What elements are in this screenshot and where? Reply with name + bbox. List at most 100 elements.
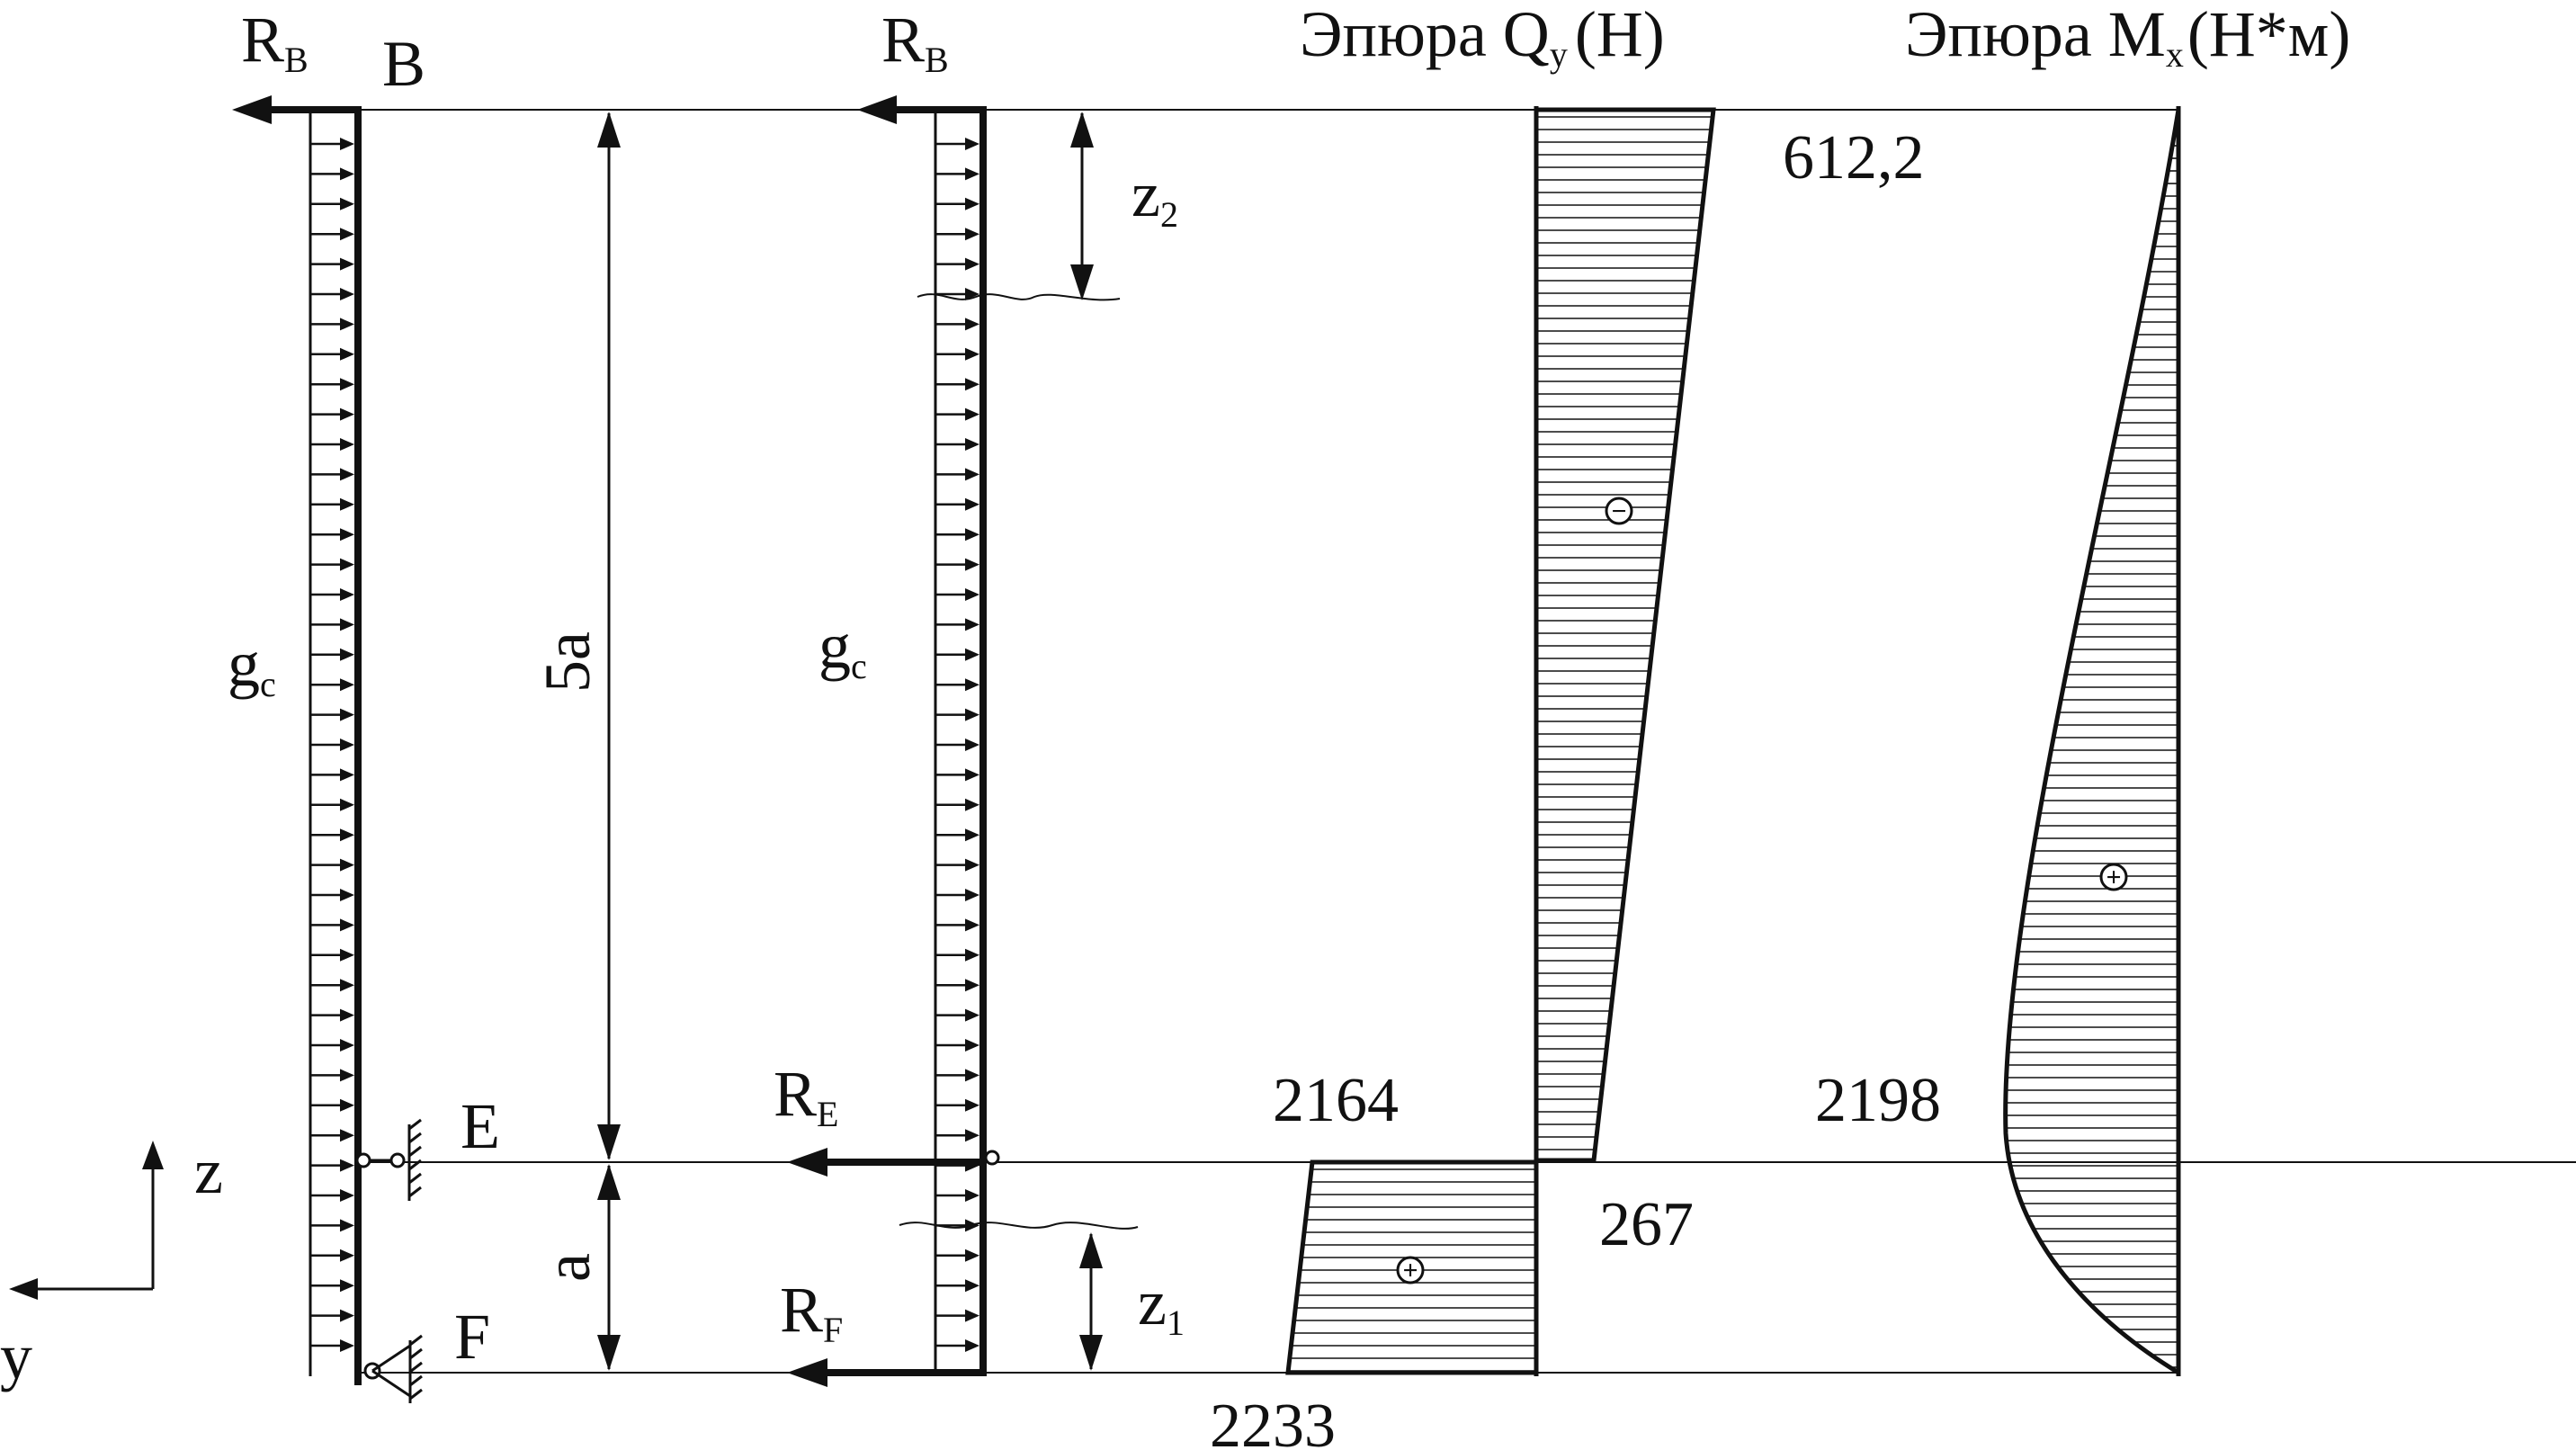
- m-diagram: [2003, 106, 2181, 1376]
- load-arrow-head: [340, 1309, 354, 1322]
- q-value-mid-right: 267: [1599, 1190, 1694, 1259]
- load-arrow-head: [965, 858, 979, 872]
- load-arrow-head: [965, 1309, 979, 1322]
- load-arrow-head: [340, 228, 354, 241]
- section-z1: [899, 1222, 1139, 1371]
- reaction-rf-arrow: [787, 1358, 983, 1387]
- load-arrow-head: [340, 138, 354, 150]
- load-arrow-head: [340, 528, 354, 542]
- load-arrow-head: [340, 378, 354, 391]
- q-value-mid-left: 2164: [1273, 1066, 1399, 1135]
- load-arrow-head: [340, 1249, 354, 1262]
- dimension-a: [597, 1164, 621, 1371]
- load-arrow-head: [340, 318, 354, 331]
- load-arrow-head: [965, 678, 979, 692]
- load-arrow-head: [340, 468, 354, 481]
- load-arrow-head: [965, 918, 979, 932]
- load-arrow-head: [340, 347, 354, 361]
- load-arrow-head: [340, 1069, 354, 1082]
- support-f: [363, 1334, 423, 1403]
- label-load-left: gc: [228, 628, 276, 704]
- load-arrow-head: [340, 738, 354, 751]
- load-arrow-head: [340, 979, 354, 992]
- label-rb-middle: RB: [881, 4, 949, 80]
- load-arrow-head: [340, 648, 354, 661]
- load-arrow-head: [340, 948, 354, 962]
- support-e: [355, 1118, 422, 1201]
- q-diagram-hatching: [1288, 116, 1713, 1372]
- load-arrow-head: [340, 889, 354, 901]
- load-arrow-head: [965, 1069, 979, 1082]
- load-arrow-head: [965, 497, 979, 511]
- load-arrow-head: [965, 257, 979, 271]
- load-arrow-head: [340, 768, 354, 782]
- coordinate-axes: [9, 1141, 164, 1300]
- load-arrow-head: [965, 1039, 979, 1052]
- load-arrow-head: [965, 468, 979, 481]
- load-arrow-head: [965, 1129, 979, 1142]
- m-diagram-curve: [2003, 109, 2181, 1375]
- m-diagram-hatching: [2005, 120, 2178, 1368]
- q-value-top: 612,2: [1783, 123, 1925, 192]
- label-point-f: F: [454, 1301, 490, 1373]
- dimension-5a: [597, 112, 621, 1160]
- load-arrow-head: [340, 678, 354, 692]
- q-value-bottom: 2233: [1210, 1392, 1336, 1450]
- load-arrow-head: [340, 1279, 354, 1293]
- q-sign-upper: −: [1605, 497, 1633, 526]
- label-z2: z2: [1131, 158, 1178, 235]
- load-arrow-head: [965, 588, 979, 601]
- m-value-mid: 2198: [1815, 1066, 1941, 1135]
- load-arrow-head: [340, 257, 354, 271]
- load-arrow-head: [965, 1339, 979, 1352]
- load-arrow-head: [965, 318, 979, 331]
- load-arrow-head: [965, 407, 979, 421]
- load-arrow-head: [965, 1008, 979, 1022]
- load-arrow-head: [965, 438, 979, 451]
- load-arrow-head: [340, 1219, 354, 1232]
- load-arrow-head: [340, 438, 354, 451]
- load-arrow-head: [965, 167, 979, 181]
- load-arrow-head: [340, 588, 354, 601]
- load-arrow-head: [965, 828, 979, 842]
- load-arrow-head: [340, 197, 354, 210]
- distributed-load-middle: [935, 138, 979, 1352]
- load-arrow-head: [340, 1339, 354, 1352]
- load-arrow-head: [340, 1039, 354, 1052]
- load-arrow-head: [340, 1008, 354, 1022]
- q-sign-lower: +: [1396, 1256, 1425, 1285]
- svg-text:−: −: [1611, 497, 1626, 526]
- label-z1: z1: [1138, 1267, 1185, 1343]
- load-arrow-head: [965, 1098, 979, 1112]
- load-arrow-head: [340, 288, 354, 300]
- reaction-rb-middle-arrow: [857, 95, 983, 124]
- label-rb-left: RB: [241, 4, 309, 80]
- load-arrow-head: [965, 979, 979, 992]
- load-arrow-head: [340, 558, 354, 571]
- q-diagram: [1285, 106, 1716, 1376]
- load-arrow-head: [340, 858, 354, 872]
- label-rf: RF: [780, 1274, 843, 1350]
- load-arrow-head: [965, 558, 979, 571]
- m-diagram-title: Эпюра Mx(H*м): [1905, 0, 2350, 75]
- reference-lines: [360, 109, 2576, 1374]
- load-arrow-head: [965, 618, 979, 631]
- label-point-e: E: [461, 1090, 500, 1162]
- load-arrow-head: [965, 228, 979, 241]
- load-arrow-head: [965, 798, 979, 811]
- label-re: RE: [774, 1058, 838, 1134]
- load-arrow-head: [965, 197, 979, 210]
- load-arrow-head: [965, 708, 979, 721]
- reaction-rb-left-arrow: [232, 95, 358, 124]
- load-arrow-head: [340, 618, 354, 631]
- load-arrow-head: [965, 288, 979, 300]
- distributed-load-left: [310, 138, 354, 1352]
- load-arrow-head: [965, 378, 979, 391]
- load-arrow-head: [340, 167, 354, 181]
- load-arrow-head: [340, 708, 354, 721]
- label-point-b: B: [382, 28, 425, 100]
- svg-text:+: +: [1402, 1256, 1418, 1285]
- label-dim-5a: 5a: [532, 631, 604, 693]
